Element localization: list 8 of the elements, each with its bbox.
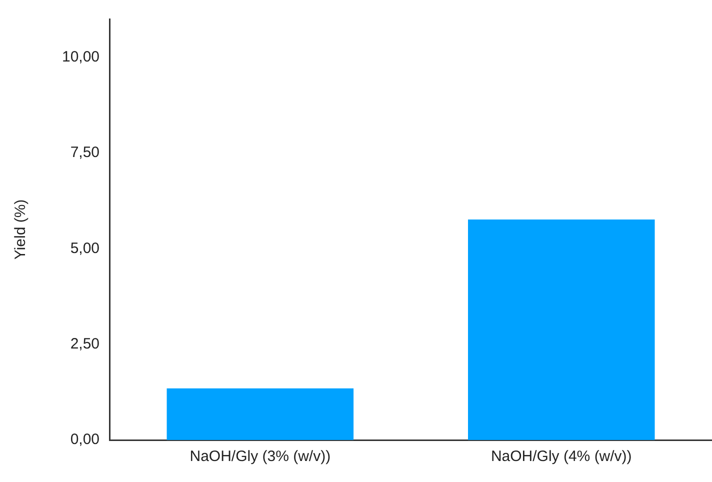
y-axis-title: Yield (%)	[12, 199, 30, 260]
y-tick-label: 7,50	[70, 144, 100, 162]
x-tick-label: NaOH/Gly (4% (w/v))	[490, 448, 632, 466]
x-tick-label: NaOH/Gly (3% (w/v))	[190, 448, 331, 466]
y-tick-label: 0,00	[70, 431, 100, 448]
y-tick-label: 10,00	[62, 48, 100, 66]
y-tick-label: 5,00	[70, 240, 100, 257]
y-tick-label: 2,50	[70, 335, 100, 352]
